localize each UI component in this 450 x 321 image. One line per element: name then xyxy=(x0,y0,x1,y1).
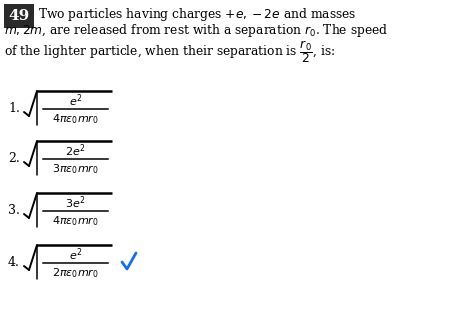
Text: 4.: 4. xyxy=(8,256,20,268)
Text: $e^2$: $e^2$ xyxy=(69,93,82,109)
Text: $e^2$: $e^2$ xyxy=(69,247,82,263)
Text: $3e^2$: $3e^2$ xyxy=(65,195,86,211)
Text: 49: 49 xyxy=(9,9,30,23)
Text: 1.: 1. xyxy=(8,101,20,115)
Text: $2e^2$: $2e^2$ xyxy=(65,143,86,159)
Text: $4\pi\varepsilon_0 mr_0$: $4\pi\varepsilon_0 mr_0$ xyxy=(52,214,99,228)
Text: $2\pi\varepsilon_0 mr_0$: $2\pi\varepsilon_0 mr_0$ xyxy=(52,266,99,280)
Text: 2.: 2. xyxy=(8,152,20,164)
Text: $4\pi\varepsilon_0 mr_0$: $4\pi\varepsilon_0 mr_0$ xyxy=(52,112,99,126)
Text: 3.: 3. xyxy=(8,204,20,216)
FancyBboxPatch shape xyxy=(4,4,34,28)
Text: $m, 2m$, are released from rest with a separation $r_0$. The speed: $m, 2m$, are released from rest with a s… xyxy=(4,22,388,39)
Text: of the lighter particle, when their separation is $\dfrac{r_0}{2}$, is:: of the lighter particle, when their sepa… xyxy=(4,38,335,65)
Text: $3\pi\varepsilon_0 mr_0$: $3\pi\varepsilon_0 mr_0$ xyxy=(52,162,99,176)
Text: Two particles having charges $+e, -2e$ and masses: Two particles having charges $+e, -2e$ a… xyxy=(38,6,356,23)
